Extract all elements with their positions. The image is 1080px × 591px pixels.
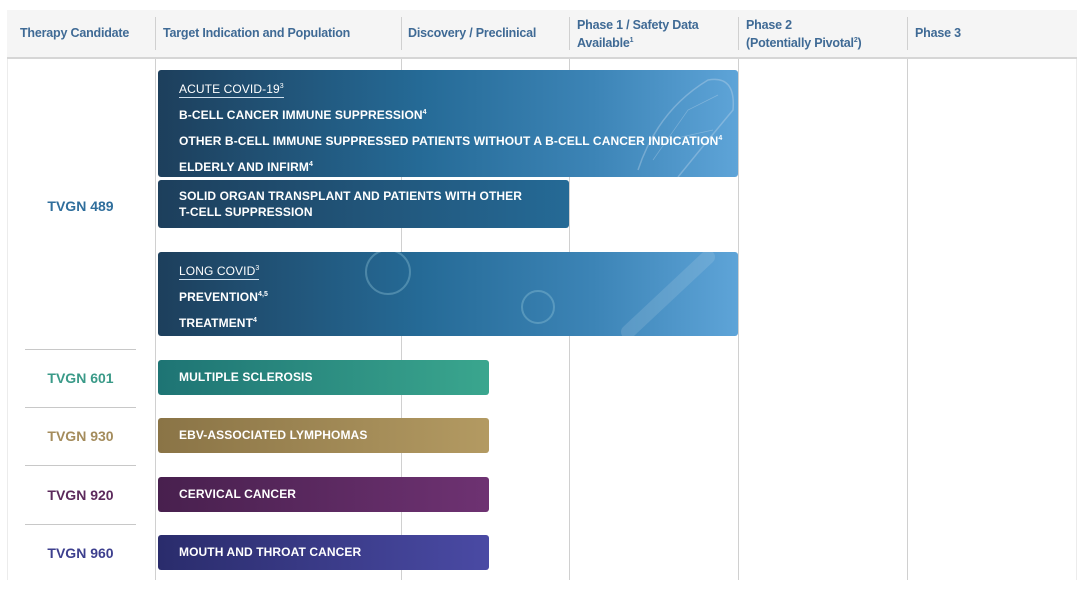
indication-text: CERVICAL CANCER [179, 487, 297, 501]
footnote: 4,5 [258, 291, 269, 298]
divider [155, 17, 156, 50]
divider [569, 17, 570, 50]
program-bar-acute-covid: ACUTE COVID-193 B-CELL CANCER IMMUNE SUP… [158, 70, 738, 177]
header-phase2-sub: (Potentially Pivotal [746, 36, 854, 51]
indication: ELDERLY AND INFIRM4 [179, 153, 738, 177]
divider [907, 17, 908, 50]
table-header [7, 10, 1077, 59]
divider [155, 59, 156, 580]
program-bar-cervical-cancer: CERVICAL CANCER [158, 477, 489, 512]
program-heading: LONG COVID3 [179, 261, 260, 280]
header-phase3: Phase 3 [915, 26, 961, 40]
candidate-tvgn-489: TVGN 489 [47, 198, 114, 214]
divider [401, 17, 402, 50]
indication: PREVENTION4,5 [179, 283, 738, 309]
indication-text: TREATMENT [179, 316, 254, 330]
divider [1076, 59, 1077, 580]
header-phase1: Phase 1 / Safety Data Available1 [577, 17, 737, 51]
candidate-tvgn-601: TVGN 601 [47, 370, 114, 386]
divider [738, 59, 739, 580]
program-bar-long-covid: LONG COVID3 PREVENTION4,5 TREATMENT4 [158, 252, 738, 336]
indication-text: OTHER B-CELL IMMUNE SUPPRESSED PATIENTS … [179, 134, 719, 148]
indication-text: PREVENTION [179, 290, 259, 304]
indication: B-CELL CANCER IMMUNE SUPPRESSION4 [179, 101, 738, 127]
indication-text: MOUTH AND THROAT CANCER [179, 545, 362, 559]
program-bar-ebv-lymphomas: EBV-ASSOCIATED LYMPHOMAS [158, 418, 489, 453]
footnote: 1 [629, 37, 634, 44]
heading-text: LONG COVID [179, 264, 256, 278]
header-phase2-text: Phase 2 [746, 18, 792, 32]
header-phase1-text: Phase 1 / Safety Data Available [577, 18, 699, 51]
footnote: 3 [255, 265, 260, 272]
program-bar-mouth-throat-cancer: MOUTH AND THROAT CANCER [158, 535, 489, 570]
header-phase2: Phase 2 (Potentially Pivotal2) [746, 18, 862, 51]
header-target-indication: Target Indication and Population [163, 26, 351, 40]
footnote: 4 [309, 161, 314, 168]
indication-text: EBV-ASSOCIATED LYMPHOMAS [179, 428, 368, 442]
candidate-tvgn-960: TVGN 960 [47, 545, 114, 561]
virus-illustration [365, 252, 715, 336]
indication-text: B-CELL CANCER IMMUNE SUPPRESSION [179, 108, 423, 122]
virus-illustration [637, 78, 735, 177]
indication-text: MULTIPLE SCLEROSIS [179, 370, 313, 384]
footnote: 4 [422, 109, 427, 116]
footnote: 2 [853, 37, 858, 44]
heading-text: ACUTE COVID-19 [179, 82, 280, 96]
program-bar-multiple-sclerosis: MULTIPLE SCLEROSIS [158, 360, 489, 395]
row-divider [25, 407, 136, 408]
indication-text: T-CELL SUPPRESSION [179, 205, 313, 219]
row-divider [25, 465, 136, 466]
divider [907, 59, 908, 580]
header-therapy-candidate: Therapy Candidate [20, 26, 130, 40]
footnote: 4 [253, 317, 258, 324]
row-divider [25, 349, 136, 350]
indication-text: ELDERLY AND INFIRM [179, 160, 310, 174]
footnote: 3 [279, 83, 284, 90]
divider [738, 17, 739, 50]
program-bar-solid-organ: SOLID ORGAN TRANSPLANT AND PATIENTS WITH… [158, 180, 569, 228]
indication-text: SOLID ORGAN TRANSPLANT AND PATIENTS WITH… [179, 189, 523, 203]
indication: TREATMENT4 [179, 309, 738, 335]
footnote: 4 [718, 135, 723, 142]
candidate-tvgn-920: TVGN 920 [47, 487, 114, 503]
program-heading: ACUTE COVID-193 [179, 79, 284, 98]
header-discovery: Discovery / Preclinical [408, 26, 537, 40]
candidate-tvgn-930: TVGN 930 [47, 428, 114, 444]
indication: OTHER B-CELL IMMUNE SUPPRESSED PATIENTS … [179, 127, 738, 153]
divider [7, 59, 8, 580]
row-divider [25, 524, 136, 525]
